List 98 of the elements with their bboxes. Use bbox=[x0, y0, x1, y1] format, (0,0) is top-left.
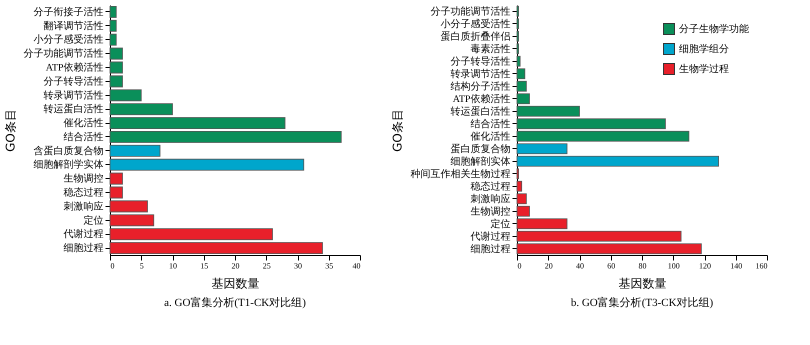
x-tick-label: 35 bbox=[325, 262, 334, 270]
y-tick-label: 含蛋白质复合物 bbox=[34, 144, 104, 157]
bar bbox=[110, 172, 123, 185]
bar bbox=[516, 130, 690, 142]
x-tick-label: 40 bbox=[352, 262, 360, 270]
bar bbox=[110, 48, 123, 60]
y-tick-label: 稳态过程 bbox=[470, 180, 510, 192]
bar bbox=[516, 230, 682, 242]
y-tick-label: 代谢过程 bbox=[62, 228, 104, 240]
y-tick-label: 分子衔接子活性 bbox=[34, 6, 104, 18]
bar bbox=[516, 180, 522, 192]
bar bbox=[110, 6, 117, 18]
bar bbox=[110, 34, 117, 46]
x-tick-label: 160 bbox=[756, 262, 768, 270]
x-axis-title: 基因数量 bbox=[618, 276, 666, 290]
y-tick-label: 翻译调节活性 bbox=[44, 20, 104, 32]
bar bbox=[516, 218, 568, 230]
bar bbox=[110, 228, 273, 240]
y-axis-title: GO条目 bbox=[390, 109, 404, 152]
x-tick-label: 25 bbox=[262, 262, 271, 270]
y-tick-label: 毒素活性 bbox=[470, 42, 510, 55]
text: b. GO富集分析(T3-CK对比组) bbox=[570, 296, 714, 309]
bar bbox=[516, 206, 530, 217]
bar bbox=[110, 89, 142, 102]
x-tick-label: 0 bbox=[518, 262, 522, 270]
x-tick-label: 60 bbox=[607, 262, 616, 270]
x-tick-label: 30 bbox=[294, 262, 302, 270]
x-tick-label: 40 bbox=[576, 262, 584, 270]
y-tick-label: 分子转导活性 bbox=[44, 75, 104, 88]
y-tick-label: 结构分子活性 bbox=[450, 80, 510, 92]
x-tick-label: 10 bbox=[169, 262, 177, 270]
y-tick-label: 定位 bbox=[84, 214, 104, 226]
x-axis-title: 基因数量 bbox=[212, 276, 260, 290]
y-tick-label: 蛋白质复合物 bbox=[450, 142, 510, 155]
bar bbox=[516, 156, 719, 167]
y-tick-label: 代谢过程 bbox=[470, 230, 510, 242]
y-tick-label: 生物调控 bbox=[470, 205, 510, 218]
y-axis-title: GO条目 bbox=[4, 109, 18, 152]
x-tick-label: 20 bbox=[544, 262, 553, 270]
y-tick-label: 生物调控 bbox=[64, 172, 104, 185]
y-tick-label: 分子功能调节活性 bbox=[24, 48, 104, 60]
bar bbox=[516, 68, 526, 80]
bar bbox=[516, 243, 702, 254]
y-tick-label: 小分子感受活性 bbox=[440, 18, 510, 30]
y-tick-label: 转运蛋白活性 bbox=[450, 105, 510, 118]
bar bbox=[110, 242, 323, 254]
y-tick-label: 分子功能调节活性 bbox=[430, 5, 510, 18]
y-tick-label: 细胞过程 bbox=[64, 242, 104, 254]
bar bbox=[516, 56, 521, 67]
x-tick-label: 5 bbox=[140, 262, 144, 270]
y-tick-label: 催化活性 bbox=[64, 117, 104, 130]
x-tick-label: 80 bbox=[638, 262, 646, 270]
y-tick-label: 种间互作相关生物过程 bbox=[410, 168, 510, 180]
y-tick-label: 结合活性 bbox=[470, 118, 510, 130]
bar bbox=[110, 20, 117, 32]
y-tick-label: 催化活性 bbox=[470, 130, 510, 142]
legend-label: 分子生物学功能 bbox=[679, 23, 749, 35]
y-tick-label: 细胞过程 bbox=[470, 242, 510, 255]
bar bbox=[110, 62, 123, 74]
bar bbox=[516, 106, 580, 117]
y-tick-label: 转录调节活性 bbox=[450, 68, 510, 80]
y-tick-label: ATP依赖活性 bbox=[452, 92, 510, 105]
bar bbox=[516, 193, 527, 204]
y-tick-label: 细胞解剖学实体 bbox=[34, 158, 104, 171]
x-tick-label: 0 bbox=[110, 262, 114, 270]
legend-label: 生物学过程 bbox=[679, 63, 729, 75]
y-tick-label: 转运蛋白活性 bbox=[44, 103, 104, 116]
bar bbox=[110, 186, 123, 198]
bar bbox=[110, 130, 342, 143]
bar bbox=[110, 75, 123, 88]
bar bbox=[110, 214, 154, 226]
y-tick-label: 结合活性 bbox=[64, 130, 104, 143]
y-tick-label: 分子转导活性 bbox=[450, 55, 510, 68]
bar bbox=[110, 200, 148, 212]
bar bbox=[516, 118, 666, 130]
x-tick-label: 20 bbox=[232, 262, 240, 270]
x-tick-label: 120 bbox=[699, 262, 711, 270]
bar bbox=[110, 144, 160, 157]
y-tick-label: 稳态过程 bbox=[64, 186, 104, 198]
y-tick-label: 刺激响应 bbox=[64, 200, 104, 212]
y-tick-label: 定位 bbox=[490, 218, 510, 230]
bar bbox=[516, 80, 527, 92]
y-tick-label: 蛋白质折叠伴侣 bbox=[440, 30, 510, 42]
y-tick-label: 转录调节活性 bbox=[44, 89, 104, 102]
bar bbox=[110, 158, 304, 171]
bar bbox=[516, 143, 568, 154]
bar bbox=[110, 103, 173, 116]
legend-label: 细胞学组分 bbox=[679, 43, 729, 55]
text: a. GO富集分析(T1-CK对比组) bbox=[164, 296, 306, 309]
bar bbox=[516, 93, 530, 104]
y-tick-label: 细胞解剖实体 bbox=[450, 155, 510, 168]
y-tick-label: 刺激响应 bbox=[470, 192, 510, 205]
y-tick-label: ATP依赖活性 bbox=[46, 62, 104, 74]
x-tick-label: 140 bbox=[730, 262, 742, 270]
bar bbox=[110, 117, 286, 130]
x-tick-label: 100 bbox=[668, 262, 680, 270]
y-tick-label: 小分子感受活性 bbox=[34, 34, 104, 46]
x-tick-label: 15 bbox=[200, 262, 208, 270]
